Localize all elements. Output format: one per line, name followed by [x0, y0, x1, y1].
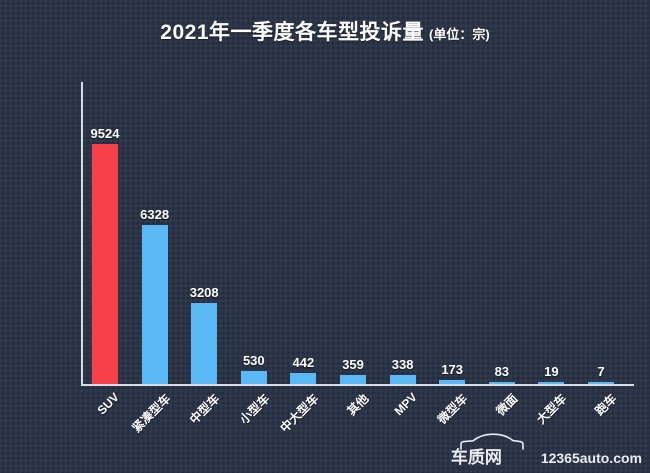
bar-value-label: 83	[494, 363, 510, 379]
bar-跑车[interactable]	[588, 382, 614, 384]
bar-value-label: 3208	[189, 285, 219, 301]
bar-中型车[interactable]	[191, 303, 218, 384]
brand-domain: 12365auto.com	[540, 450, 642, 466]
page-title: 2021年一季度各车型投诉量	[160, 21, 425, 44]
brand-logo: 车质网	[451, 433, 535, 467]
watermark: 车质网 12365auto.com	[451, 433, 642, 467]
bar-value-label: 338	[391, 357, 414, 373]
bar-其他[interactable]	[340, 374, 366, 384]
bar-value-label: 7	[597, 364, 605, 379]
y-axis-line	[81, 82, 83, 385]
bar-value-label: 530	[242, 352, 265, 368]
bar-value-label: 6328	[140, 206, 170, 222]
bar-微面[interactable]	[488, 381, 515, 384]
bar-大型车[interactable]	[538, 382, 565, 384]
brand-name-cn: 车质网	[450, 448, 502, 467]
bar-value-label: 442	[292, 354, 315, 370]
car-outline-icon	[460, 433, 524, 450]
bar-SUV[interactable]	[92, 144, 118, 384]
bar-小型车[interactable]	[240, 370, 267, 384]
bar-中大型车[interactable]	[290, 372, 317, 384]
bar-MPV[interactable]	[389, 375, 416, 384]
bar-value-label: 19	[544, 364, 559, 379]
bar-value-label: 359	[342, 356, 364, 372]
bar-微型车[interactable]	[439, 379, 466, 384]
bar-紧凑型车[interactable]	[141, 224, 168, 384]
bar-value-label: 9524	[90, 126, 120, 142]
bar-value-label: 173	[441, 361, 464, 377]
chart-subtitle: (单位：宗)	[429, 27, 490, 42]
chart-title-block: 2021年一季度各车型投诉量 (单位：宗)	[0, 16, 650, 46]
x-axis-line	[81, 384, 634, 386]
